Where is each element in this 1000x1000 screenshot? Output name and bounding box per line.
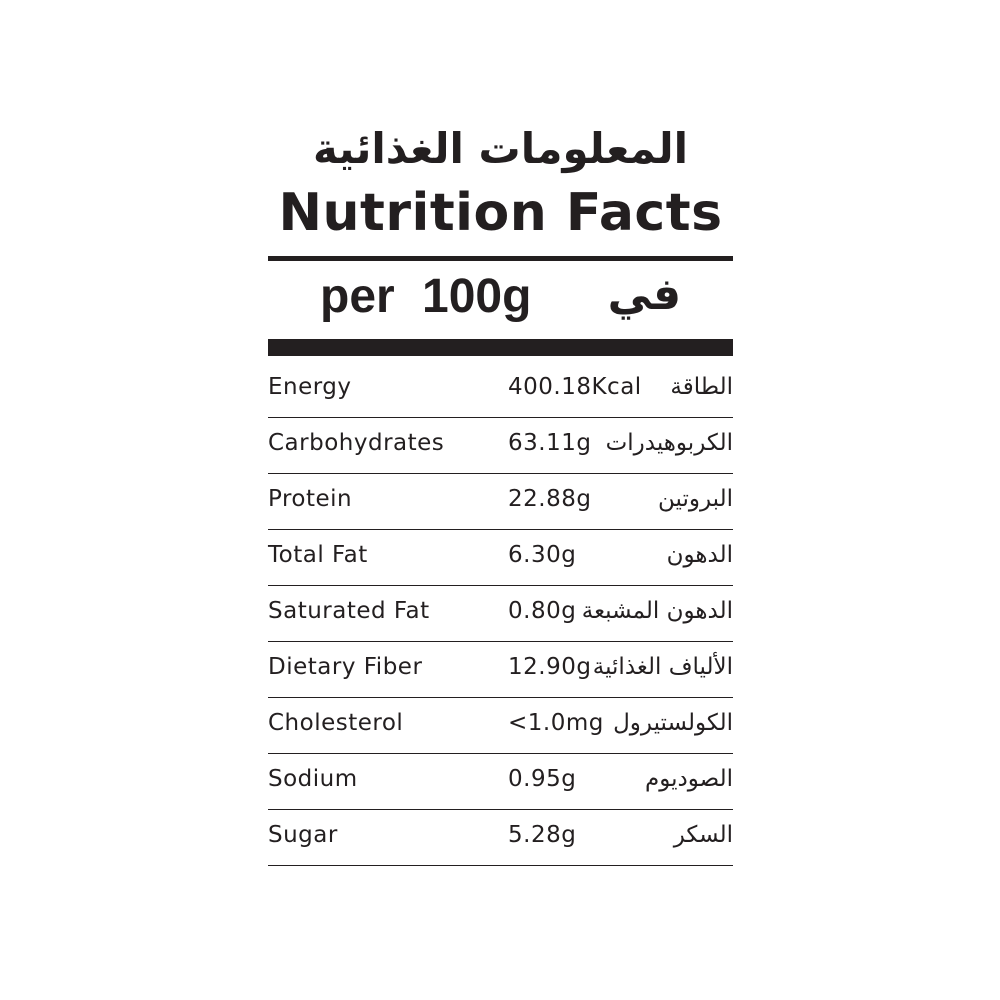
nutrient-value: 6.30g [508, 542, 577, 568]
nutrient-value: 0.80g [508, 598, 577, 624]
nutrient-name-english: Saturated Fat [268, 598, 430, 624]
title-arabic: المعلومات الغذائية [312, 124, 689, 173]
nutrient-value: 0.95g [508, 766, 577, 792]
divider-thick [268, 339, 733, 356]
nutrient-value: <1.0mg [508, 710, 604, 736]
nutrient-table: Energy 400.18Kcal الطاقة Carbohydrates 63.11… [268, 362, 733, 866]
nutrient-row: Cholesterol <1.0mg الكولستيرول [268, 698, 733, 754]
nutrient-value: 12.90g [508, 654, 592, 680]
nutrient-name-arabic: الكربوهيدرات [605, 430, 733, 456]
nutrient-row: Sodium 0.95g الصوديوم [268, 754, 733, 810]
nutrient-name-arabic: الدهون [666, 542, 733, 568]
nutrient-name-english: Sugar [268, 822, 338, 848]
nutrient-row: Energy 400.18Kcal الطاقة [268, 362, 733, 418]
nutrient-name-arabic: الكولستيرول [613, 710, 733, 736]
nutrition-facts-label: المعلومات الغذائية Nutrition Facts per 1… [268, 118, 733, 866]
nutrient-name-english: Sodium [268, 766, 358, 792]
nutrient-name-arabic: البروتين [658, 486, 733, 512]
serving-english: per 100g [320, 270, 532, 323]
serving-arabic: في [607, 269, 681, 320]
nutrient-row: Protein 22.88g البروتين [268, 474, 733, 530]
nutrient-row: Dietary Fiber 12.90g الألياف الغذائية [268, 642, 733, 698]
title-english: Nutrition Facts [278, 183, 723, 243]
divider-thin [268, 256, 733, 261]
nutrient-name-english: Carbohydrates [268, 430, 445, 456]
nutrient-name-arabic: الصوديوم [645, 766, 733, 792]
nutrient-name-arabic: الطاقة [670, 374, 733, 400]
nutrient-row: Saturated Fat 0.80g الدهون المشبعة [268, 586, 733, 642]
nutrient-name-english: Total Fat [268, 542, 368, 568]
nutrient-value: 63.11g [508, 430, 592, 456]
nutrient-row: Sugar 5.28g السكر [268, 810, 733, 866]
nutrient-name-arabic: الألياف الغذائية [592, 654, 733, 680]
nutrient-value: 400.18Kcal [508, 374, 642, 400]
nutrient-value: 5.28g [508, 822, 577, 848]
nutrient-name-arabic: السكر [673, 822, 733, 848]
nutrient-name-english: Protein [268, 486, 353, 512]
nutrient-row: Carbohydrates 63.11g الكربوهيدرات [268, 418, 733, 474]
nutrient-name-english: Energy [268, 374, 352, 400]
nutrient-row: Total Fat 6.30g الدهون [268, 530, 733, 586]
nutrient-name-english: Cholesterol [268, 710, 404, 736]
nutrient-name-arabic: الدهون المشبعة [581, 598, 733, 624]
nutrient-name-english: Dietary Fiber [268, 654, 423, 680]
serving-size: per 100g في [268, 261, 733, 339]
nutrient-value: 22.88g [508, 486, 592, 512]
